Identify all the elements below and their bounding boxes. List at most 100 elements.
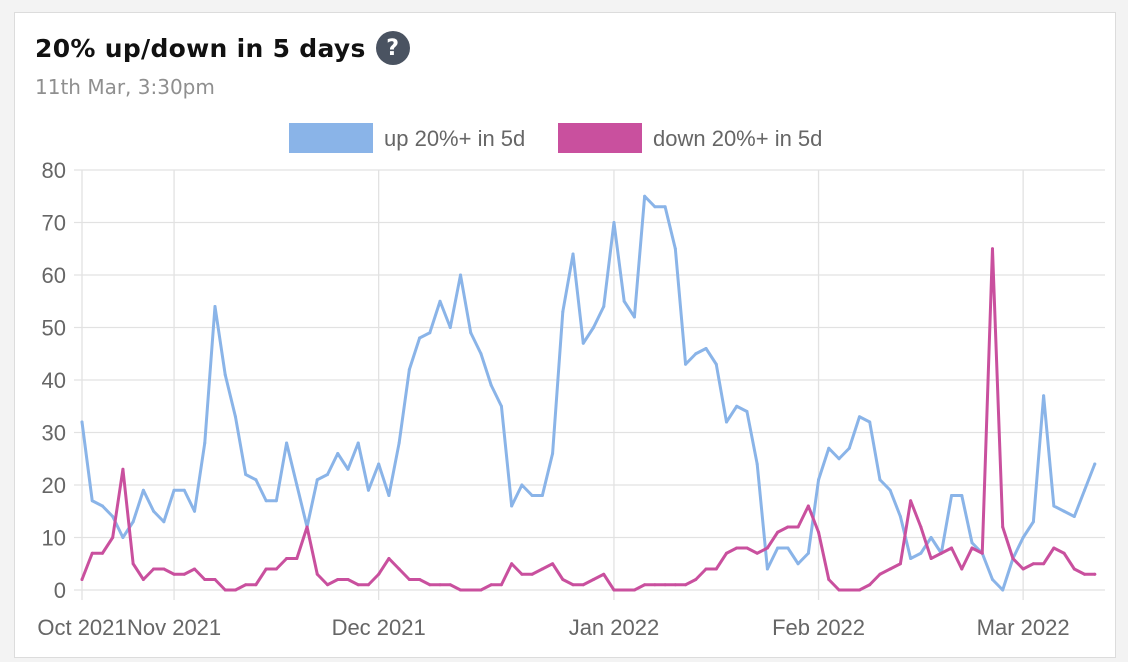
data-point: [182, 488, 186, 492]
data-point: [80, 420, 84, 424]
data-point: [755, 551, 759, 555]
data-point: [418, 578, 422, 581]
data-point: [919, 525, 923, 529]
data-point: [213, 305, 217, 308]
data-point: [929, 536, 933, 539]
data-point: [131, 520, 135, 524]
data-point: [90, 499, 94, 503]
data-point: [1011, 557, 1015, 560]
x-tick-label: Feb 2022: [772, 615, 865, 640]
data-point: [407, 578, 411, 581]
data-point: [1072, 567, 1076, 571]
data-point: [714, 567, 718, 571]
data-point: [745, 546, 749, 550]
data-point: [776, 530, 780, 534]
data-point: [970, 546, 974, 550]
data-point: [162, 520, 166, 524]
data-point: [499, 404, 503, 408]
data-point: [551, 452, 555, 455]
x-tick-label: Dec 2021: [332, 615, 426, 640]
data-point: [847, 588, 851, 592]
data-point: [765, 567, 769, 571]
data-point: [366, 488, 370, 492]
data-point: [377, 462, 381, 466]
data-point: [356, 583, 360, 587]
data-point: [1031, 562, 1035, 566]
data-point: [857, 588, 861, 592]
data-point: [735, 404, 739, 408]
data-point: [254, 583, 258, 587]
data-point: [632, 588, 636, 592]
data-point: [285, 557, 289, 560]
data-point: [643, 194, 647, 198]
data-point: [254, 478, 258, 482]
data-point: [418, 336, 422, 340]
data-point: [100, 551, 104, 555]
x-tick-label: Nov 2021: [127, 615, 221, 640]
data-point: [172, 488, 176, 492]
legend-swatch[interactable]: [558, 123, 642, 153]
data-point: [223, 588, 227, 592]
data-point: [448, 326, 452, 329]
legend[interactable]: up 20%+ in 5d down 20%+ in 5d: [289, 123, 822, 153]
data-point: [888, 567, 892, 571]
data-point: [847, 446, 851, 450]
data-point: [285, 441, 289, 445]
data-point: [612, 221, 616, 224]
series-lines: [80, 194, 1097, 592]
data-point: [1072, 515, 1076, 518]
data-point: [459, 588, 463, 592]
y-tick-label: 0: [54, 578, 66, 603]
data-point: [632, 315, 636, 319]
data-point: [1052, 546, 1056, 550]
data-point: [1083, 488, 1087, 492]
data-point: [295, 557, 299, 560]
y-tick-label: 20: [42, 473, 66, 498]
data-point: [203, 441, 207, 445]
data-point: [581, 583, 585, 587]
data-point: [1093, 462, 1097, 466]
line-chart: 0 10 20 30 40 50 60 70 80 Oct 2021 Nov 2021 Dec 20…: [37, 123, 1105, 640]
data-point: [827, 578, 831, 581]
legend-label[interactable]: up 20%+ in 5d: [384, 126, 525, 151]
data-point: [1062, 509, 1066, 513]
data-point: [909, 499, 913, 503]
data-point: [356, 441, 360, 445]
y-tick-label: 40: [42, 368, 66, 393]
data-point: [152, 567, 156, 571]
x-tick-label: Oct 2021: [37, 615, 126, 640]
data-point: [551, 562, 555, 566]
data-point: [397, 567, 401, 571]
data-point: [929, 557, 933, 560]
data-point: [857, 415, 861, 419]
y-tick-label: 60: [42, 263, 66, 288]
data-point: [203, 578, 207, 581]
data-point: [141, 578, 145, 581]
data-point: [305, 525, 309, 529]
series-line-down: [80, 247, 1097, 592]
legend-swatch[interactable]: [289, 123, 373, 153]
data-point: [694, 578, 698, 581]
data-point: [366, 583, 370, 587]
data-point: [172, 572, 176, 576]
data-point: [438, 299, 442, 303]
data-point: [571, 252, 575, 256]
help-icon[interactable]: ?: [375, 31, 410, 65]
data-point: [346, 467, 350, 471]
data-point: [694, 352, 698, 356]
x-axis-ticks: Oct 2021 Nov 2021 Dec 2021 Jan 2022 Feb 2022…: [37, 615, 1069, 640]
data-point: [336, 452, 340, 455]
data-point: [479, 352, 483, 356]
data-point: [1001, 588, 1005, 592]
data-point: [80, 578, 84, 581]
chart-card: 20% up/down in 5 days ? 11th Mar, 3:30pm…: [14, 12, 1116, 658]
data-point: [1052, 504, 1056, 508]
data-point: [489, 583, 493, 587]
legend-label[interactable]: down 20%+ in 5d: [653, 126, 822, 151]
x-tick-label: Mar 2022: [977, 615, 1070, 640]
data-point: [459, 273, 463, 277]
data-point: [510, 562, 514, 566]
data-point: [244, 583, 248, 587]
data-point: [950, 494, 954, 497]
data-point: [223, 373, 227, 377]
